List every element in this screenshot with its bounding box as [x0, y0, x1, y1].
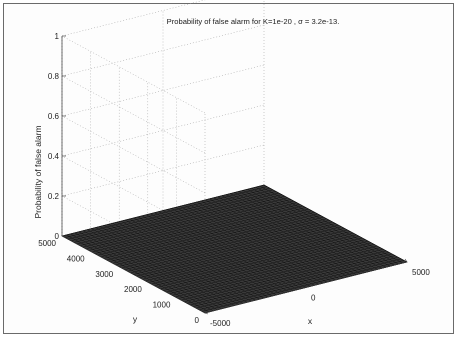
- mesh-line-y: [79, 194, 282, 246]
- y-tick-label: 2000: [124, 285, 142, 294]
- mesh-line-y: [70, 189, 273, 242]
- x-tick-label: 5000: [412, 268, 430, 277]
- mesh-line-y: [73, 191, 276, 243]
- grid-line-z-left: [61, 35, 206, 114]
- y-axis-line: [61, 235, 206, 314]
- mesh-line-x: [234, 192, 378, 270]
- grid-line-z-back: [61, 104, 265, 157]
- y-tick-mark: [61, 235, 66, 238]
- mesh-line-y: [64, 186, 268, 238]
- z-axis-label: Probability of false alarm: [33, 125, 43, 218]
- y-tick-mark: [147, 281, 151, 284]
- chart-title: Probability of false alarm for K=1e-20 ,…: [167, 17, 340, 26]
- x-tick-label: -5000: [210, 319, 231, 328]
- mesh-line-x: [255, 186, 399, 265]
- axes: [61, 35, 408, 315]
- y-tick-label: 5000: [38, 239, 56, 248]
- mesh-line-y: [82, 196, 285, 248]
- mesh-line-x: [251, 187, 395, 266]
- mesh-line-y: [85, 197, 288, 250]
- tick-labels: 0 0.2 0.4 0.6 0.8 1 0 1000 2000 3000 4000 5000 -5000…: [38, 32, 430, 328]
- mesh-line-y: [61, 184, 265, 237]
- mesh-line-x: [263, 184, 408, 263]
- x-tick-mark: [303, 284, 307, 288]
- x-axis-label: x: [308, 316, 313, 326]
- z-tick-label: 1: [55, 32, 60, 41]
- mesh-line-x: [242, 190, 387, 268]
- grid-line-z-left: [61, 75, 206, 154]
- y-axis-label: y: [133, 314, 138, 324]
- mesh-line-y: [67, 187, 271, 240]
- surface-mesh: [61, 184, 408, 314]
- z-tick-label: 0.2: [48, 192, 60, 201]
- mesh-line-x: [247, 189, 391, 267]
- z-tick-label: 0.4: [48, 152, 60, 161]
- y-tick-mark: [90, 251, 94, 253]
- y-tick-mark: [119, 266, 123, 269]
- y-tick-label: 4000: [67, 254, 85, 263]
- mesh-line-x: [238, 191, 382, 269]
- x-tick-mark: [202, 309, 206, 314]
- mesh-line-x: [259, 185, 403, 264]
- grid-line-z-left: [61, 115, 206, 194]
- z-tick-label: 0.8: [48, 72, 60, 81]
- y-tick-label: 0: [195, 316, 200, 325]
- y-tick-label: 1000: [153, 301, 171, 310]
- mesh-line-y: [76, 192, 279, 245]
- y-tick-mark: [176, 297, 180, 299]
- y-tick-label: 3000: [95, 270, 113, 279]
- y-tick-mark: [204, 312, 209, 315]
- x-tick-mark: [404, 258, 408, 263]
- z-tick-label: 0.6: [48, 112, 60, 121]
- x-tick-label: 0: [311, 294, 316, 303]
- z-tick-label: 0: [55, 232, 60, 241]
